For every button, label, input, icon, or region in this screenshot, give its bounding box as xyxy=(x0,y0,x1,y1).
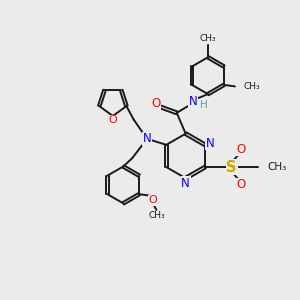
Text: N: N xyxy=(189,95,197,108)
Text: O: O xyxy=(236,178,245,191)
Text: CH₃: CH₃ xyxy=(148,211,165,220)
Text: N: N xyxy=(181,177,190,190)
Text: N: N xyxy=(143,132,152,146)
Text: O: O xyxy=(236,143,245,156)
Text: CH₃: CH₃ xyxy=(267,162,286,172)
Text: CH₃: CH₃ xyxy=(200,34,216,43)
Text: S: S xyxy=(226,160,237,175)
Text: O: O xyxy=(109,116,117,125)
Text: O: O xyxy=(151,98,160,110)
Text: CH₃: CH₃ xyxy=(244,82,260,91)
Text: H: H xyxy=(200,100,208,110)
Text: N: N xyxy=(206,137,215,150)
Text: O: O xyxy=(148,195,157,205)
